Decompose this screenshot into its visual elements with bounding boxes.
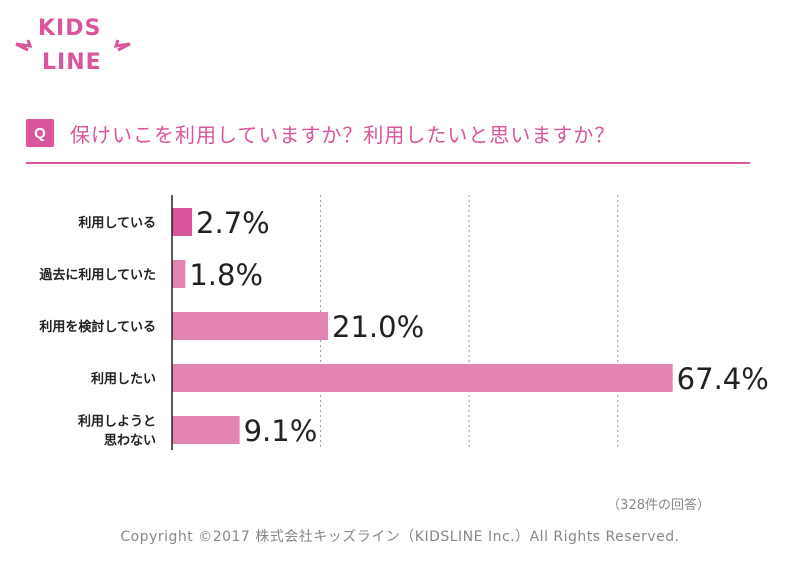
question-title: 保けいこを利用していますか？利用したいと思いますか？ (70, 122, 616, 147)
copyright-text: Copyright ©2017 株式会社キッズライン（KIDSLINE Inc.… (120, 529, 680, 545)
logo-graphic (15, 39, 131, 52)
question-badge: Q (26, 119, 54, 147)
category-label-5-line-1: 利用しようと (78, 414, 156, 430)
bar-value-label-3: 21.0% (332, 310, 424, 344)
logo-text-kids: KIDS (38, 16, 102, 41)
logo-left-arm (15, 39, 33, 52)
bar-5 (172, 416, 240, 444)
category-label-3: 利用を検討している (39, 319, 156, 335)
bar-value-label-4: 67.4% (677, 362, 769, 396)
bar-chart: 2.7% 利用している 1.8% 過去に利用していた 21.0% 利用を検討している 67.… (38, 195, 769, 450)
bar-1 (172, 208, 193, 236)
logo-right-arm (113, 39, 131, 52)
bar-3 (172, 312, 328, 340)
bar-value-label-2: 1.8% (189, 258, 263, 292)
category-label-2: 過去に利用していた (38, 267, 156, 283)
category-label-5-line-2: 思わない (104, 434, 156, 449)
category-label-1: 利用している (78, 215, 156, 231)
kidsline-logo: KIDS LINE (14, 16, 134, 80)
response-count-note: （328件の回答） (607, 498, 710, 513)
bar-value-label-5: 9.1% (244, 414, 318, 448)
bar-4 (172, 364, 673, 392)
header-divider (26, 162, 750, 164)
bar-2 (172, 260, 186, 288)
question-header: Q 保けいこを利用していますか？利用したいと思いますか？ (26, 118, 615, 148)
category-label-4: 利用したい (91, 371, 156, 387)
logo-text-line: LINE (42, 50, 102, 75)
bar-value-label-1: 2.7% (196, 206, 270, 240)
